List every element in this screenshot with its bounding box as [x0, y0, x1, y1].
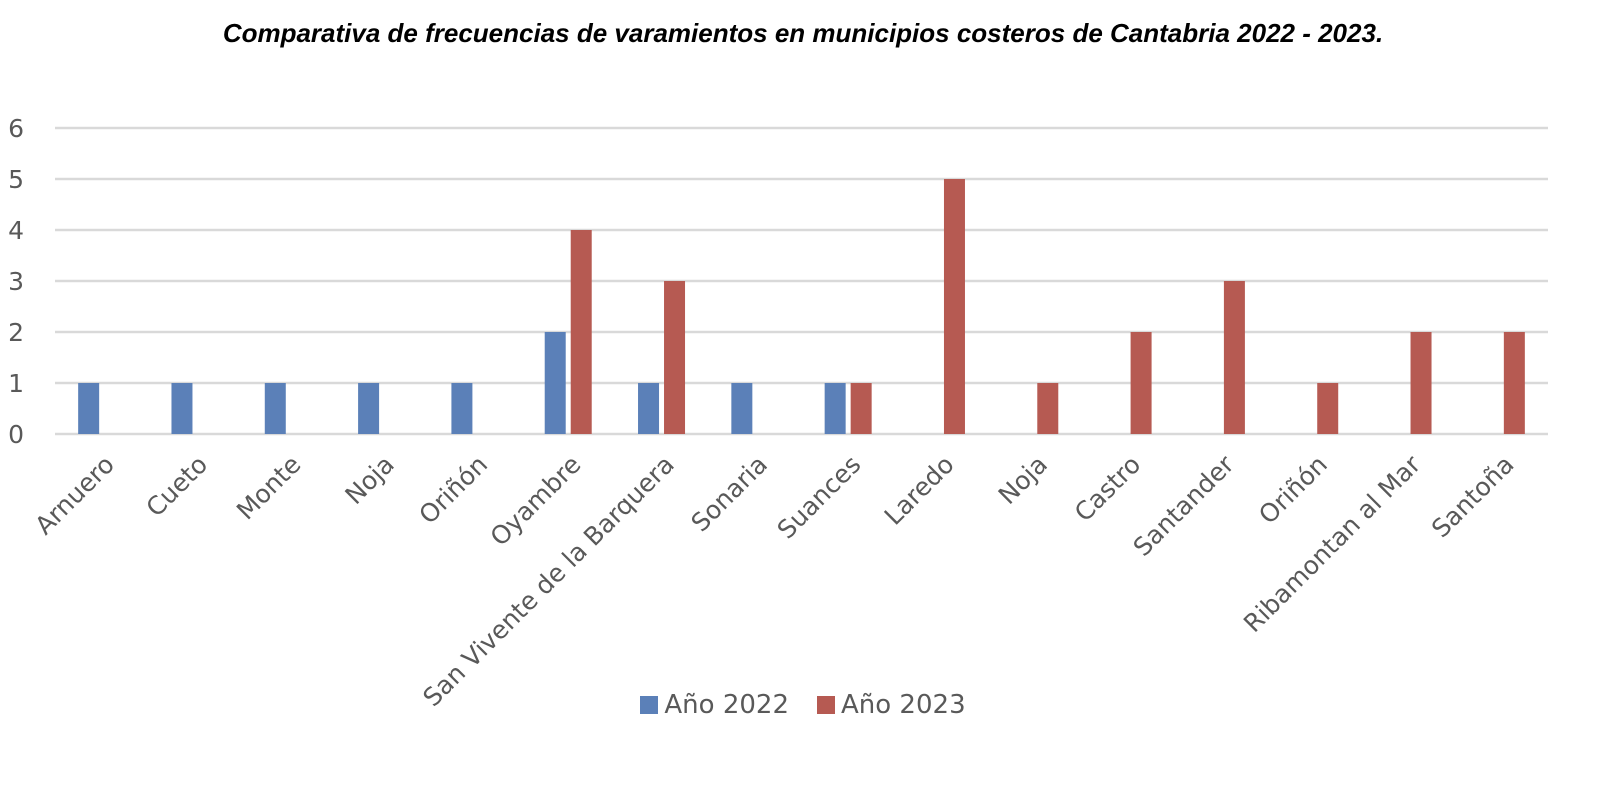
bar-2023-8: [850, 383, 872, 434]
bar-2022-1: [171, 383, 193, 434]
x-category-label: Cueto: [141, 450, 214, 523]
bar-2023-10: [1037, 383, 1059, 434]
y-tick-label: 2: [8, 318, 24, 347]
bar-2023-14: [1410, 332, 1432, 434]
y-axis-ticks: 0 1 2 3 4 5 6: [8, 114, 24, 449]
y-tick-label: 6: [8, 114, 24, 143]
x-category-label: Oriñón: [413, 450, 493, 530]
legend-label: Año 2022: [664, 690, 789, 720]
legend-item-2023: Año 2023: [817, 690, 966, 720]
bar-layer: [78, 179, 1525, 434]
bar-2023-12: [1223, 281, 1245, 434]
grid-layer: [55, 126, 1548, 436]
bar-2023-9: [943, 179, 965, 434]
bar-2022-6: [638, 383, 660, 434]
bar-2023-15: [1503, 332, 1525, 434]
legend-swatch: [640, 696, 659, 714]
legend-item-2022: Año 2022: [640, 690, 789, 720]
bar-2022-8: [824, 383, 846, 434]
y-tick-label: 1: [8, 369, 24, 398]
x-category-label: Castro: [1069, 450, 1147, 528]
chart-title: Comparativa de frecuencias de varamiento…: [222, 18, 1384, 48]
bar-2022-2: [264, 383, 286, 434]
x-category-label: Noja: [993, 450, 1053, 510]
bar-2023-5: [570, 230, 592, 434]
bar-2023-6: [664, 281, 686, 434]
x-category-label: Suances: [772, 450, 867, 545]
legend-label: Año 2023: [841, 690, 966, 720]
bar-2022-0: [78, 383, 100, 434]
legend: Año 2022 Año 2023: [0, 690, 1606, 720]
x-category-label: Ribamontan al Mar: [1238, 449, 1427, 638]
bar-2022-7: [731, 383, 753, 434]
y-tick-label: 4: [8, 216, 24, 245]
y-tick-label: 0: [8, 420, 24, 449]
x-category-label: Santander: [1128, 449, 1241, 562]
x-category-label: Sonaria: [685, 450, 773, 538]
y-tick-label: 5: [8, 165, 24, 194]
x-category-label: Arnuero: [29, 450, 120, 541]
x-category-label: Oyambre: [485, 450, 587, 552]
x-category-label: Noja: [340, 450, 400, 510]
bar-2022-3: [358, 383, 380, 434]
y-tick-label: 3: [8, 267, 24, 296]
bar-2023-11: [1130, 332, 1152, 434]
bar-2022-5: [544, 332, 566, 434]
x-category-label: Oriñón: [1253, 450, 1333, 530]
x-category-label: Monte: [231, 450, 307, 526]
legend-swatch: [817, 696, 835, 714]
bar-2023-13: [1317, 383, 1339, 434]
x-category-label: Laredo: [879, 450, 960, 531]
bar-2022-4: [451, 383, 473, 434]
x-category-label: Santoña: [1426, 450, 1520, 544]
